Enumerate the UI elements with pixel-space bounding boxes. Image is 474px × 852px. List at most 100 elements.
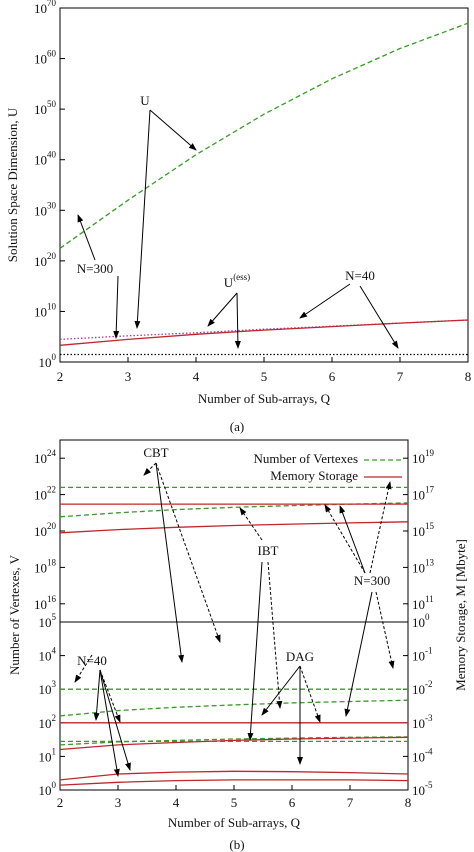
y-tick-label: 1016 <box>34 594 57 612</box>
y-axis-label: Solution Space Dimension, U <box>5 107 20 262</box>
y-tick-label: 1060 <box>34 49 57 67</box>
y2-tick-label: 10-4 <box>412 746 433 764</box>
arrow <box>375 591 395 669</box>
y2-axis-label: Memory Storage, M [Mbyte] <box>453 539 468 691</box>
x-tick-label: 7 <box>397 369 404 384</box>
y-tick-label: 103 <box>39 679 57 697</box>
y2-tick-label: 1011 <box>412 594 434 612</box>
x-tick-label: 2 <box>57 369 64 384</box>
annotation: U <box>140 93 150 108</box>
x-tick-label: 8 <box>405 795 412 810</box>
arrow <box>99 669 131 771</box>
arrow <box>99 669 120 777</box>
arrow <box>113 275 120 339</box>
x-tick-label: 6 <box>329 369 336 384</box>
x-tick-label: 7 <box>347 795 354 810</box>
arrow <box>77 214 96 261</box>
y-tick-label: 1020 <box>34 251 57 269</box>
series-line <box>59 502 409 518</box>
series-line <box>59 779 409 786</box>
x-tick-label: 4 <box>173 795 180 810</box>
annotation: N=300 <box>77 261 113 276</box>
y-tick-label: 1020 <box>34 521 57 539</box>
plot-frame <box>59 621 409 791</box>
series-line <box>59 736 409 751</box>
arrow <box>149 109 197 151</box>
x-tick-label: 8 <box>465 369 472 384</box>
x-tick-label: 5 <box>261 369 268 384</box>
arrow <box>267 561 283 709</box>
arrow <box>339 505 366 574</box>
y-tick-label: 104 <box>39 646 57 664</box>
arrow <box>155 462 221 643</box>
x-tick-label: 4 <box>193 369 200 384</box>
series-line <box>59 521 409 534</box>
annotation: DAG <box>286 649 314 664</box>
x-tick-label: 2 <box>57 795 64 810</box>
y-tick-label: 101 <box>39 746 57 764</box>
x-axis-label: Number of Sub-arrays, Q <box>198 391 331 406</box>
plots: 100 1010 1020 1030 1040 1050 1060 1070 2 3 4 5 6 7 8 Nu… <box>5 0 471 852</box>
arrow <box>93 669 101 721</box>
annotation: N=300 <box>354 573 390 588</box>
annotation: N=40 <box>77 653 107 668</box>
arrow <box>324 504 366 574</box>
x-tick-label: 5 <box>231 795 238 810</box>
arrow <box>99 669 121 723</box>
arrow <box>261 665 301 716</box>
arrow <box>344 591 373 717</box>
y-tick-label: 100 <box>39 352 57 370</box>
legend-label: Number of Vertexes <box>254 451 358 466</box>
y-tick-label: 1018 <box>34 557 57 575</box>
y2-tick-label: 1019 <box>412 448 435 466</box>
series-line <box>59 22 469 249</box>
y2-tick-label: 100 <box>412 612 430 630</box>
y-tick-label: 105 <box>39 612 57 630</box>
caption: (a) <box>230 419 244 434</box>
annotation: IBT <box>258 543 279 558</box>
y2-tick-label: 10-2 <box>412 679 433 697</box>
y2-tick-label: 1015 <box>412 521 435 539</box>
series-line <box>59 319 469 346</box>
plot-frame <box>59 7 469 363</box>
y2-tick-label: 10-1 <box>412 646 433 664</box>
annotation: U(ess) <box>224 272 250 290</box>
series-line <box>59 699 409 717</box>
x-axis-label: Number of Sub-arrays, Q <box>168 815 301 830</box>
arrow <box>143 462 157 476</box>
arrow <box>207 292 238 327</box>
arrow <box>155 462 185 663</box>
y-tick-label: 1030 <box>34 200 57 218</box>
arrow <box>247 561 263 741</box>
y-tick-label: 1010 <box>34 301 57 319</box>
annotation: N=40 <box>345 268 375 283</box>
y2-tick-label: 1017 <box>412 485 435 503</box>
y-axis-label: Number of Vertexes, V <box>7 554 22 675</box>
y-tick-label: 1050 <box>34 99 57 117</box>
arrow <box>299 665 321 723</box>
arrow <box>359 285 399 349</box>
y2-tick-label: 10-3 <box>412 713 433 731</box>
arrow <box>369 481 392 574</box>
y2-tick-label: 10-5 <box>412 780 433 798</box>
y-tick-label: 1070 <box>34 0 57 16</box>
arrow <box>234 292 241 349</box>
caption: (b) <box>229 837 244 852</box>
y-tick-label: 102 <box>39 713 57 731</box>
y2-tick-label: 1013 <box>412 557 435 575</box>
arrow <box>74 654 93 683</box>
y-tick-label: 1040 <box>34 150 57 168</box>
y-tick-label: 1024 <box>34 448 57 466</box>
x-tick-label: 3 <box>125 369 132 384</box>
y-tick-label: 1022 <box>34 485 56 503</box>
annotation: CBT <box>143 445 168 460</box>
arrow <box>299 283 351 319</box>
arrow <box>134 109 151 329</box>
legend-label: Memory Storage <box>270 468 358 483</box>
series-line <box>59 770 409 781</box>
y-tick-label: 100 <box>39 780 57 798</box>
x-tick-label: 6 <box>289 795 296 810</box>
x-tick-label: 3 <box>115 795 122 810</box>
arrow <box>239 507 263 541</box>
